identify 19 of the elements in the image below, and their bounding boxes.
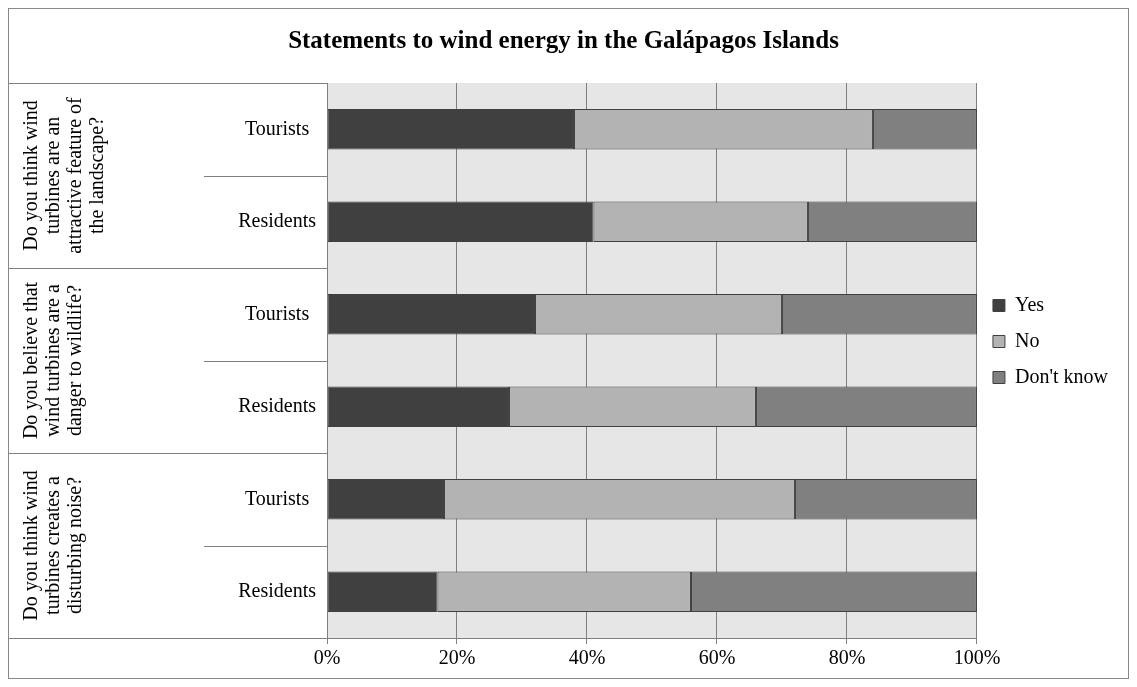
y-tick-label: Residents (238, 579, 317, 601)
x-tick-label: 80% (828, 646, 866, 669)
y-tick-label: Tourists (245, 301, 310, 324)
x-tick-label: 60% (698, 646, 736, 669)
legend-label: No (1014, 328, 1040, 351)
chart-title: Statements to wind energy in the Galápagos Islands (288, 26, 840, 54)
x-tick-label: 0% (313, 646, 341, 669)
x-tick-label: 20% (438, 646, 476, 669)
text: Do you believe that wind turbines are a danger to wildlife? (19, 281, 87, 440)
text: Do you think wind turbines are an attractive feature of the landscape? (19, 96, 109, 254)
legend-label: Don't know (1014, 364, 1109, 387)
text: Do you think wind turbines creates a disturbing noise? (19, 470, 87, 621)
x-tick-label: 100% (953, 646, 1001, 669)
legend-label: Yes (1014, 292, 1045, 315)
y-tick-label: Residents (238, 394, 317, 416)
x-tick-label: 40% (568, 646, 606, 669)
y-tick-label: Tourists (245, 116, 310, 139)
y-tick-label: Residents (238, 209, 317, 231)
y-tick-label: Tourists (245, 486, 310, 509)
